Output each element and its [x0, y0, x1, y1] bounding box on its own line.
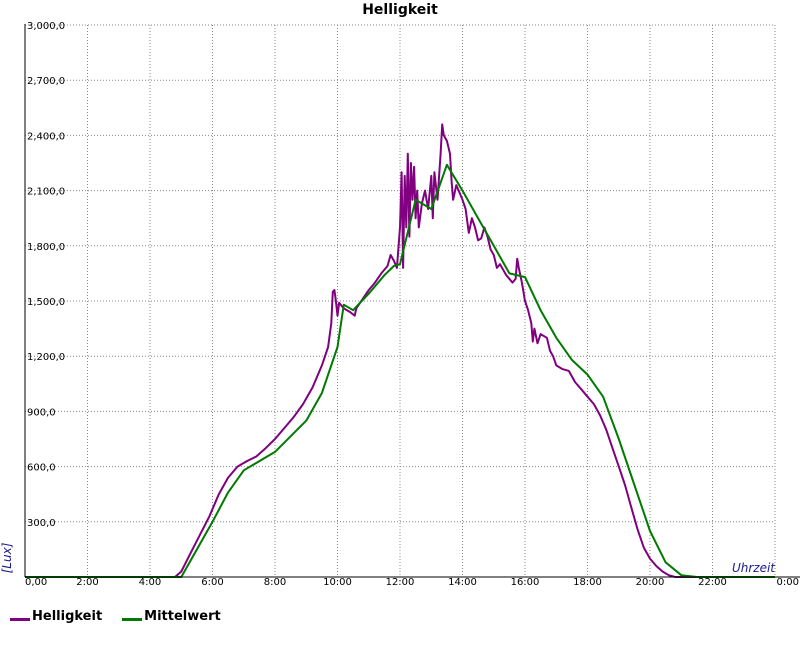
y-tick-label: 2,700,0 — [27, 76, 65, 87]
x-tick-label: 14:00 — [448, 577, 477, 588]
legend-item-helligkeit: Helligkeit — [10, 609, 102, 624]
y-tick-label: 1,200,0 — [27, 352, 65, 363]
x-tick-label: 4:00 — [139, 577, 161, 588]
legend-swatch-mittelwert — [122, 618, 143, 621]
legend-label-helligkeit: Helligkeit — [32, 609, 103, 624]
y-tick-label: 1,500,0 — [27, 297, 65, 308]
series-group — [25, 123, 775, 578]
y-tick-label: 600,0 — [27, 463, 56, 474]
x-axis-label: Uhrzeit — [732, 561, 776, 575]
y-axis-label: [Lux] — [0, 542, 14, 573]
x-tick-label: 18:00 — [573, 577, 602, 588]
series-line-mittelwert — [25, 163, 775, 578]
x-tick-label: 16:00 — [511, 577, 540, 588]
x-tick-label: 10:00 — [323, 577, 352, 588]
x-tick-label: 0,00 — [25, 577, 47, 588]
x-tick-label: 8:00 — [264, 577, 286, 588]
y-tick-label: 2,100,0 — [27, 187, 65, 198]
x-axis-ticks: 0,00 2:00 4:00 6:00 8:00 10:00 12:00 14:00 16:00… — [25, 577, 799, 588]
x-tick-label: 0:00 — [777, 577, 799, 588]
x-tick-label: 6:00 — [201, 577, 223, 588]
legend-label-mittelwert: Mittelwert — [144, 609, 221, 624]
series-line-helligkeit — [25, 123, 775, 578]
x-tick-label: 22:00 — [698, 577, 727, 588]
legend-item-mittelwert: Mittelwert — [122, 609, 221, 624]
legend: Helligkeit Mittelwert — [10, 609, 221, 624]
y-tick-label: 300,0 — [27, 518, 56, 529]
y-tick-label: 3,000,0 — [27, 21, 65, 32]
chart-title: Helligkeit — [362, 2, 438, 18]
y-axis-ticks: 300,0 600,0 900,0 1,200,0 1,500,0 1,800,0 2,10… — [27, 21, 65, 529]
x-tick-label: 2:00 — [76, 577, 98, 588]
x-tick-label: 12:00 — [386, 577, 415, 588]
y-tick-label: 1,800,0 — [27, 242, 65, 253]
grid — [25, 24, 776, 577]
y-tick-label: 900,0 — [27, 407, 56, 418]
legend-swatch-helligkeit — [10, 618, 30, 621]
y-tick-label: 2,400,0 — [27, 131, 65, 142]
x-tick-label: 20:00 — [636, 577, 665, 588]
